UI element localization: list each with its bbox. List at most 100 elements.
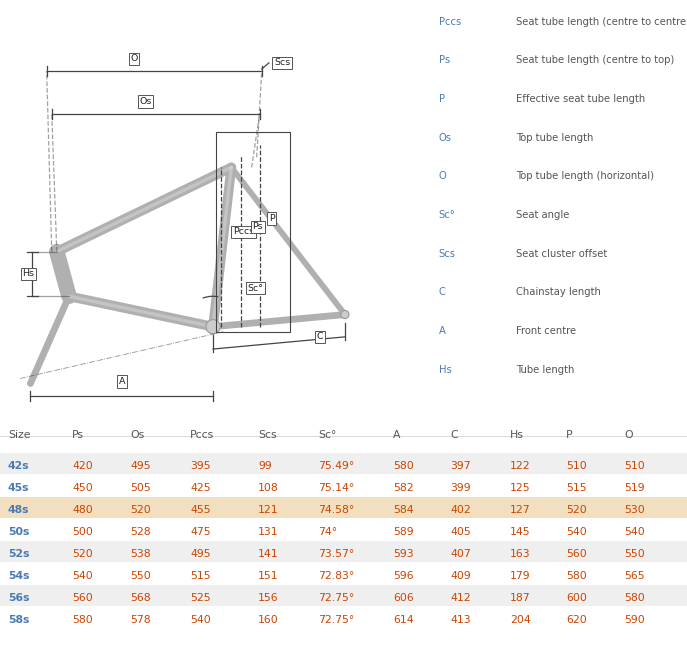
Circle shape [206,320,220,334]
Text: Sc°: Sc° [247,283,264,292]
Text: 510: 510 [624,461,645,471]
Text: 515: 515 [566,483,587,493]
Text: Chainstay length: Chainstay length [517,287,601,298]
Text: Os: Os [139,97,152,106]
Text: 75.49°: 75.49° [318,461,354,471]
Text: 425: 425 [190,483,211,493]
Text: Scs: Scs [274,58,290,68]
Text: 580: 580 [566,571,587,581]
Text: A: A [393,430,401,440]
Text: 397: 397 [450,461,471,471]
Text: 515: 515 [190,571,211,581]
Text: Tube length: Tube length [517,365,575,375]
Text: 160: 160 [258,615,279,625]
Text: 593: 593 [393,549,414,559]
Text: 58s: 58s [8,615,30,625]
Text: 412: 412 [450,593,471,603]
Text: 580: 580 [72,615,93,625]
Text: 402: 402 [450,505,471,515]
Text: 407: 407 [450,549,471,559]
Text: 56s: 56s [8,593,30,603]
Text: 519: 519 [624,483,644,493]
Text: Effective seat tube length: Effective seat tube length [517,94,646,104]
Text: 540: 540 [72,571,93,581]
Text: 495: 495 [130,461,150,471]
Text: 584: 584 [393,505,414,515]
Text: 596: 596 [393,571,414,581]
Text: Pccs: Pccs [233,227,254,237]
Text: Seat cluster offset: Seat cluster offset [517,249,608,259]
Text: Seat tube length (centre to top): Seat tube length (centre to top) [517,55,675,66]
Text: Os: Os [130,430,144,440]
Text: 500: 500 [72,527,93,537]
Text: 54s: 54s [8,571,30,581]
Text: 520: 520 [72,549,93,559]
Text: C: C [450,430,458,440]
Text: 156: 156 [258,593,279,603]
Text: P: P [439,94,444,104]
Text: 620: 620 [566,615,587,625]
Text: P: P [566,430,573,440]
Text: 204: 204 [510,615,531,625]
Text: 580: 580 [393,461,414,471]
Text: 50s: 50s [8,527,30,537]
Text: 122: 122 [510,461,530,471]
Text: Seat angle: Seat angle [517,210,570,220]
Text: A: A [118,377,125,386]
Text: 72.75°: 72.75° [318,615,354,625]
Text: 48s: 48s [8,505,30,515]
Text: 45s: 45s [8,483,30,493]
Text: Top tube length (horizontal): Top tube length (horizontal) [517,172,655,181]
Bar [216,132,290,332]
Text: 565: 565 [624,571,644,581]
Text: Top tube length: Top tube length [517,133,594,143]
Text: 480: 480 [72,505,93,515]
Bar [0,497,687,517]
Text: 450: 450 [72,483,93,493]
Bar [0,608,687,628]
Text: 72.75°: 72.75° [318,593,354,603]
Text: Os: Os [439,133,452,143]
Text: 520: 520 [566,505,587,515]
Bar [0,454,687,474]
Text: Ps: Ps [439,55,450,66]
Text: Ps: Ps [252,222,263,231]
Text: 589: 589 [393,527,414,537]
Text: 74.58°: 74.58° [318,505,354,515]
Bar [0,564,687,584]
Text: 495: 495 [190,549,211,559]
Text: 73.57°: 73.57° [318,549,354,559]
Text: 560: 560 [566,549,587,559]
Text: A: A [439,326,446,336]
Text: 560: 560 [72,593,93,603]
Text: 520: 520 [130,505,150,515]
Text: 141: 141 [258,549,279,559]
Text: Hs: Hs [23,270,34,278]
Text: 131: 131 [258,527,279,537]
Text: 399: 399 [450,483,471,493]
Text: 121: 121 [258,505,279,515]
Text: 600: 600 [566,593,587,603]
Text: 74°: 74° [318,527,337,537]
Text: Hs: Hs [439,365,451,375]
Text: 455: 455 [190,505,211,515]
Text: 42s: 42s [8,461,30,471]
Text: 550: 550 [624,549,645,559]
Text: 409: 409 [450,571,471,581]
Text: 72.83°: 72.83° [318,571,354,581]
Text: 151: 151 [258,571,279,581]
Text: Scs: Scs [258,430,277,440]
Text: 187: 187 [510,593,530,603]
Text: 530: 530 [624,505,645,515]
Text: 528: 528 [130,527,150,537]
Text: 606: 606 [393,593,414,603]
Text: Sc°: Sc° [439,210,455,220]
Text: 179: 179 [510,571,530,581]
Text: 505: 505 [130,483,150,493]
Text: O: O [624,430,633,440]
Text: 145: 145 [510,527,530,537]
Text: 525: 525 [190,593,211,603]
Text: 550: 550 [130,571,150,581]
Circle shape [341,311,349,318]
Text: Ps: Ps [72,430,84,440]
